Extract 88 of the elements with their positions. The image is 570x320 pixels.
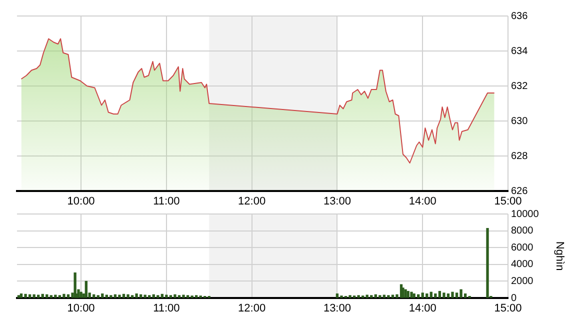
bar [378,295,382,298]
bar [348,295,352,298]
bar [152,294,155,298]
bar [486,228,489,298]
x-tick-label: 14:00 [408,302,436,315]
bar [174,294,176,298]
bar [66,294,70,298]
bar [404,289,407,298]
x-tick-label: 15:00 [494,196,522,208]
bar [357,295,360,298]
bar [442,292,446,298]
bar [110,295,112,298]
bar [438,290,442,298]
bar [58,295,62,298]
y-tick-label: 2000 [511,276,534,287]
bar [165,294,168,298]
bar [194,295,198,298]
bar [17,295,20,298]
bar [135,293,138,298]
x-tick-label: 14:00 [408,196,436,208]
bar [374,294,377,298]
bar [32,294,36,298]
x-tick-label: 13:00 [323,196,351,208]
bar [391,294,394,298]
bar [178,295,181,298]
bar [20,293,23,298]
x-tick-label: 12:00 [238,302,266,315]
y-tick-label: 636 [511,10,528,22]
y-tick-label: 10000 [511,208,540,220]
bar [122,294,126,298]
y-tick-label: 634 [511,46,528,57]
x-tick-label: 11:00 [153,302,180,315]
bar [74,272,76,298]
x-tick-label: 12:00 [238,196,266,208]
bar [421,292,424,298]
x-tick-label: 13:00 [323,302,351,315]
bar [460,289,462,298]
bar [46,294,48,298]
y-tick-label: 628 [511,150,528,162]
y-tick-label: 626 [511,186,528,197]
bar [148,295,151,298]
bar [455,292,458,298]
bar [370,295,373,298]
bar [382,294,386,298]
y-tick-label: 4000 [511,259,534,270]
bar [139,294,142,298]
bar [182,294,185,298]
bar [92,294,96,298]
bar [402,288,404,298]
bar [96,295,100,298]
bar [451,292,454,298]
y2-axis-title: Nghìn [553,241,566,271]
bar [464,293,467,298]
bar [80,292,82,298]
y-tick-label: 632 [511,80,528,92]
bar [387,295,390,298]
bar [118,294,121,298]
bar [406,290,410,298]
x-tick-label: 11:00 [153,196,180,208]
bar [126,294,130,298]
bar [24,294,27,298]
bar [410,292,413,298]
bar [434,293,437,298]
y-tick-label: 6000 [511,242,534,254]
bar [54,294,57,298]
bar [144,294,146,298]
bar [426,293,428,298]
bar [28,294,32,298]
y-tick-label: 8000 [511,226,534,237]
x-tick-label: 10:00 [67,196,95,208]
bar [412,293,416,298]
bar [101,293,104,298]
bar [84,280,88,298]
bar [130,295,134,298]
x-tick-label: 10:00 [67,302,95,315]
bar [156,295,160,298]
bar [41,294,44,298]
bar [430,292,432,298]
bar [336,293,339,298]
bar [62,294,66,298]
bar [114,294,117,298]
bar [446,293,450,298]
bar [186,295,190,298]
y-tick-label: 0 [511,292,517,304]
x-tick-label: 15:00 [494,302,522,315]
y-tick-label: 630 [511,116,528,127]
bar [169,295,172,298]
bar [366,294,368,298]
